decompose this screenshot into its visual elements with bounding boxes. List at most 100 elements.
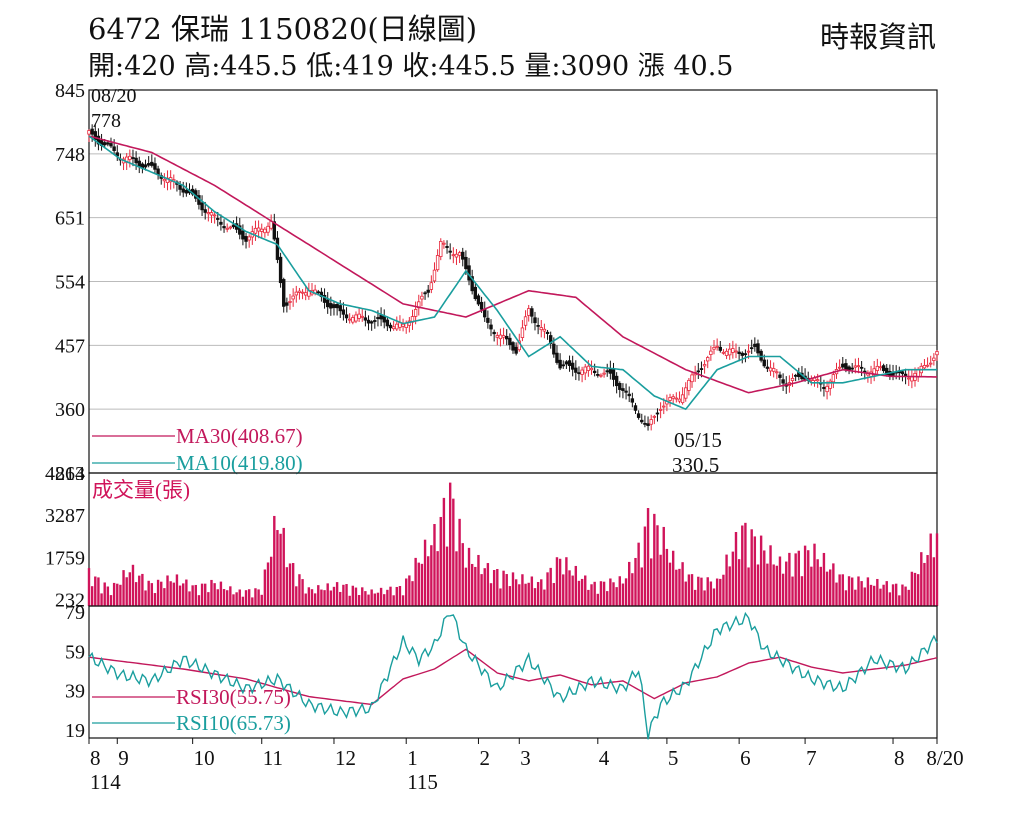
candle [652, 414, 657, 425]
volume-bar [781, 573, 785, 606]
candle [533, 311, 537, 331]
volume-bar [470, 563, 474, 606]
candle [181, 181, 185, 198]
volume-bar [753, 536, 757, 606]
candle-body [684, 387, 688, 399]
candle [564, 360, 569, 369]
candle [137, 156, 141, 174]
candle [134, 151, 138, 170]
candle-body [162, 178, 167, 182]
candle [859, 361, 864, 376]
volume-bar [389, 586, 392, 606]
candle [932, 353, 936, 366]
volume-bar [527, 582, 530, 606]
candle [212, 211, 217, 224]
volume-bar [229, 586, 232, 606]
candle-body [885, 367, 889, 376]
candle-body [325, 299, 330, 308]
candle-body [216, 218, 220, 220]
volume-bar [279, 533, 282, 606]
candle [737, 346, 741, 362]
candle [627, 386, 631, 403]
volume-bar [540, 579, 543, 606]
volume-bar [524, 583, 527, 606]
candle [206, 206, 211, 222]
volume-bar [772, 564, 775, 606]
candle-body [304, 292, 308, 296]
candle [643, 415, 647, 428]
candle-body [793, 374, 798, 377]
volume-bar [332, 586, 336, 606]
volume-bar [675, 569, 678, 606]
candle [508, 333, 512, 350]
candle-body [238, 225, 242, 235]
volume-bar [734, 532, 738, 606]
candle [153, 157, 157, 173]
candle-body [555, 352, 559, 363]
candle-body [586, 365, 591, 371]
volume-bar [847, 576, 851, 606]
candle [809, 375, 814, 386]
candle-body [706, 357, 710, 362]
ma30-legend-label: MA30(408.67) [176, 424, 303, 448]
candle-body [734, 350, 738, 353]
candle [238, 217, 242, 240]
candle-body [680, 394, 685, 404]
candle [602, 368, 606, 378]
volume-bar [194, 584, 197, 606]
high-value-label: 778 [91, 110, 121, 132]
candle-body [762, 359, 766, 367]
candle [577, 366, 581, 381]
candle [250, 225, 255, 245]
volume-bar [829, 569, 832, 606]
candle [878, 361, 883, 371]
volume-bar [916, 574, 920, 606]
candle-body [674, 397, 679, 400]
candle-body [96, 135, 101, 145]
volume-bar [122, 570, 125, 606]
volume-bar [750, 529, 753, 606]
volume-bar [590, 584, 593, 606]
candle-body [828, 380, 832, 389]
volume-bar [232, 594, 235, 606]
candle-body [112, 146, 116, 151]
candle-body [552, 343, 556, 355]
volume-bar [235, 592, 238, 606]
candle-body [332, 304, 336, 308]
candle-body [508, 337, 512, 346]
candle-body [209, 212, 214, 216]
candle [369, 320, 374, 331]
candle-body [413, 309, 418, 317]
volume-bar [731, 551, 735, 606]
candle [605, 363, 609, 377]
candle-body [596, 374, 600, 376]
candle [548, 331, 553, 349]
candle [580, 366, 584, 383]
candle-body [844, 363, 848, 371]
candle [272, 213, 277, 242]
candle [875, 358, 880, 376]
volume-bar [313, 593, 317, 606]
volume-bar [191, 585, 194, 606]
volume-bar [593, 581, 596, 606]
volume-bar [926, 555, 929, 606]
candle-body [523, 316, 528, 326]
candle-body [391, 326, 396, 330]
volume-bar [562, 574, 565, 606]
candle-body [366, 319, 371, 324]
candle-body [662, 405, 666, 408]
candle [435, 249, 440, 272]
candle-body [426, 289, 430, 293]
candle-body [527, 308, 531, 316]
volume-bar [442, 497, 446, 606]
candle [131, 149, 135, 167]
candle-body [668, 397, 672, 401]
candle-body [756, 343, 760, 354]
candle-body [388, 324, 393, 329]
candle-body [294, 291, 298, 296]
volume-bar [100, 593, 103, 606]
candle [448, 243, 452, 260]
volume-bar [474, 566, 477, 606]
candle-body [781, 379, 785, 384]
volume-bar [301, 579, 304, 606]
